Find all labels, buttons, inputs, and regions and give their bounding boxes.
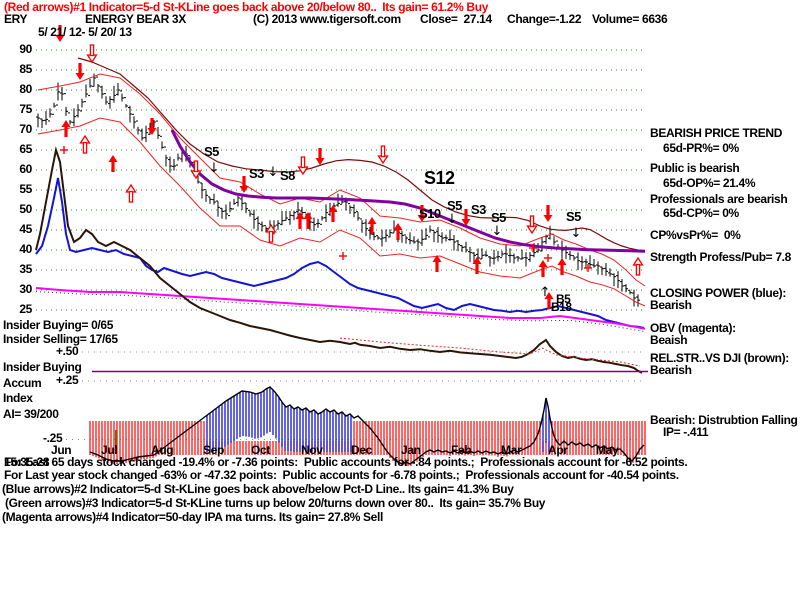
svg-text:↓: ↓: [268, 165, 279, 180]
right-panel-line: OBV (magenta):: [650, 321, 736, 335]
x-axis-month-label: Sep: [203, 443, 224, 457]
signal-label: B18: [551, 300, 572, 314]
ai-value: AI= 39/200: [3, 407, 59, 421]
signal-label: S12: [424, 168, 455, 188]
indicator1-headline: (Red arrows)#1 Indicator=5-d St-KLine go…: [4, 0, 489, 14]
security-name: ENERGY BEAR 3X: [85, 12, 186, 26]
y-axis-tick-label: 50: [19, 202, 32, 216]
date-range: 5/ 21/ 12- 5/ 20/ 13: [38, 25, 132, 39]
y-axis-tick-label: 75: [19, 102, 32, 116]
right-panel-line: 65d-CP%= 0%: [663, 206, 739, 220]
svg-text:↓: ↓: [447, 212, 458, 227]
x-axis-month-label: Aug: [151, 443, 174, 457]
x-axis-month-label: Jul: [101, 443, 118, 457]
right-panel-line: Beaish: [650, 333, 688, 347]
x-axis-month-label: Nov: [301, 443, 323, 457]
footer-stat-line: (Green arrows)#3 Indicator=5-d St-KLine …: [2, 496, 546, 510]
y-axis-tick-label: 60: [19, 162, 32, 176]
volume-value: Volume= 6636: [592, 12, 668, 26]
ticker-symbol: ERY: [4, 12, 28, 26]
y-axis-tick-label: 55: [19, 182, 32, 196]
x-axis-month-label: Mar: [501, 443, 522, 457]
insider-buying-legend: Insider Buying: [3, 360, 82, 374]
x-axis-month-label: Jun: [51, 443, 72, 457]
right-panel-line: Public is bearish: [650, 161, 740, 175]
close-value: Close= 27.14: [420, 12, 492, 26]
accum-label: Accum: [3, 376, 42, 390]
svg-text:↓: ↓: [209, 161, 220, 176]
svg-text:↑: ↑: [540, 285, 551, 300]
x-axis-month-label: Dec: [351, 443, 372, 457]
x-axis-month-label: Jan: [401, 443, 421, 457]
signal-label: S8: [280, 168, 295, 183]
signal-label: S5: [447, 198, 462, 213]
y-axis-tick-label: 30: [19, 282, 32, 296]
right-panel-line: 65d-OP%= 21.4%: [663, 176, 756, 190]
footer-stat-line: (Blue arrows)#2 Indicator=5-d St-KLine g…: [2, 482, 514, 496]
signal-label: S3: [471, 202, 486, 217]
accum-level-minus25: -.25: [43, 431, 63, 445]
right-panel-line: Professionals are bearish: [650, 192, 788, 206]
insider-buying-stat: Insider Buying= 0/65: [3, 318, 114, 332]
x-axis-month-label: Oct: [251, 443, 270, 457]
signal-label: S5: [491, 210, 506, 225]
signal-label: S10: [419, 206, 441, 221]
right-panel-line: REL.STR..VS DJI (brown):: [650, 351, 789, 365]
signal-label: S5: [566, 209, 581, 224]
y-axis-tick-label: 70: [19, 122, 32, 136]
y-axis-tick-label: 65: [19, 142, 32, 156]
right-panel-line: 65d-PR%= 0%: [663, 141, 739, 155]
signal-label: B5: [556, 292, 571, 306]
right-panel-line: BEARISH PRICE TREND: [650, 126, 783, 140]
svg-text:↓: ↓: [571, 226, 582, 241]
x-axis-month-label: Apr: [548, 443, 568, 457]
accum-level-plus25: +.25: [56, 373, 79, 387]
copyright-text: (C) 2013 www.tigersoft.com: [253, 12, 401, 26]
y-axis-tick-label: 45: [19, 222, 32, 236]
y-axis-tick-label: 25: [19, 302, 32, 316]
y-axis-tick-label: 85: [19, 62, 32, 76]
footer-stat-line: (Magenta arrows)#4 Indicator=50-day IPA …: [2, 510, 383, 524]
signal-label: S3: [249, 166, 264, 181]
accum-level-plus50: +.50: [56, 344, 79, 358]
svg-text:↓: ↓: [492, 224, 503, 239]
right-panel-line: CP%vsPr%= 0%: [650, 228, 741, 242]
right-panel-line: Bearish: [650, 363, 692, 377]
right-panel-line: CLOSING POWER (blue):: [650, 286, 786, 300]
right-panel-line: Bearish: Distrubtion Falling: [650, 413, 798, 427]
right-panel-line: Strength Profess/Pub= 7.8: [650, 250, 791, 264]
y-axis-tick-label: 80: [19, 82, 32, 96]
right-panel-line: Bearish: [650, 298, 692, 312]
y-axis-tick-label: 40: [19, 242, 32, 256]
x-axis-month-label: Feb: [451, 443, 472, 457]
x-axis-month-label: May: [596, 443, 619, 457]
footer-timestamp: 15:35:28: [4, 455, 50, 469]
index-label: Index: [3, 391, 33, 405]
signal-label: S5: [204, 144, 219, 159]
right-panel-line: IP= -.411: [663, 425, 709, 439]
change-value: Change=-1.22: [507, 12, 582, 26]
footer-stat-line: For Last year stock changed -63% or -47.…: [4, 468, 679, 482]
y-axis-tick-label: 35: [19, 262, 32, 276]
footer-stat-line: For Last 65 days stock changed -19.4% or…: [4, 455, 688, 469]
insider-selling-stat: Insider Selling= 17/65: [3, 332, 118, 346]
y-axis-tick-label: 90: [19, 42, 32, 56]
